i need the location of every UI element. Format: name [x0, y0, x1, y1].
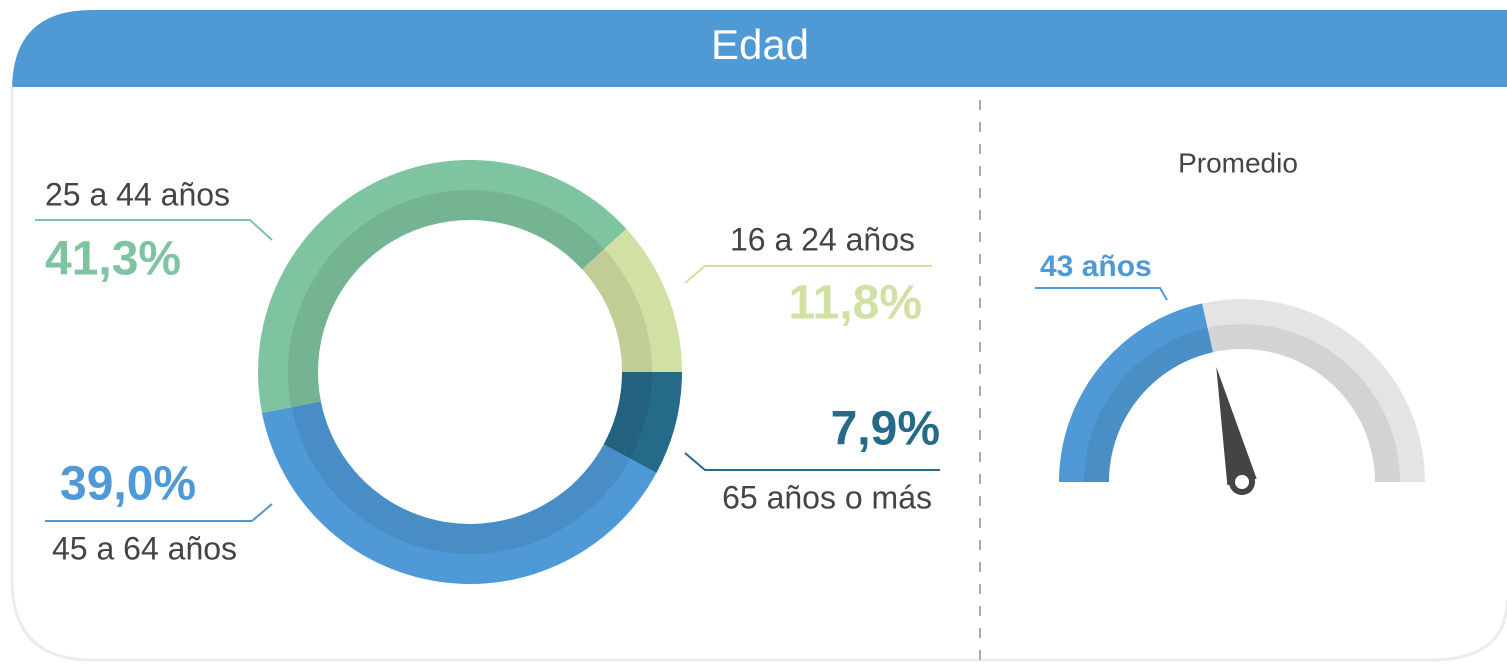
value-label: 41,3% — [45, 233, 181, 286]
donut-segment — [582, 228, 682, 372]
inner-shade — [288, 190, 652, 554]
gauge-title: Promedio — [1178, 147, 1298, 178]
leader-line — [1035, 287, 1168, 301]
category-label: 16 a 24 años — [730, 221, 915, 257]
donut-segment — [258, 160, 627, 414]
gauge-value-label: 43 años — [1040, 250, 1152, 283]
gauge-value — [1059, 303, 1213, 482]
gauge-shade — [1084, 324, 1400, 482]
donut-segment — [603, 372, 682, 473]
category-label: 25 a 44 años — [45, 176, 230, 212]
panel-border — [10, 87, 1507, 662]
leader-line — [684, 265, 932, 284]
leader-line — [45, 503, 273, 522]
header-bar — [12, 10, 1507, 90]
value-label: 11,8% — [789, 277, 922, 330]
header-title: Edad — [711, 21, 809, 68]
gauge-track — [1202, 299, 1425, 482]
leader-line — [684, 452, 940, 471]
needle-hole — [1235, 475, 1249, 489]
gauge-needle — [1216, 366, 1257, 486]
value-label: 7,9% — [831, 403, 940, 456]
value-label: 39,0% — [60, 458, 196, 511]
donut-segment — [262, 401, 657, 584]
leader-line — [35, 219, 273, 241]
category-label: 65 años o más — [722, 479, 932, 515]
category-label: 45 a 64 años — [52, 530, 237, 566]
